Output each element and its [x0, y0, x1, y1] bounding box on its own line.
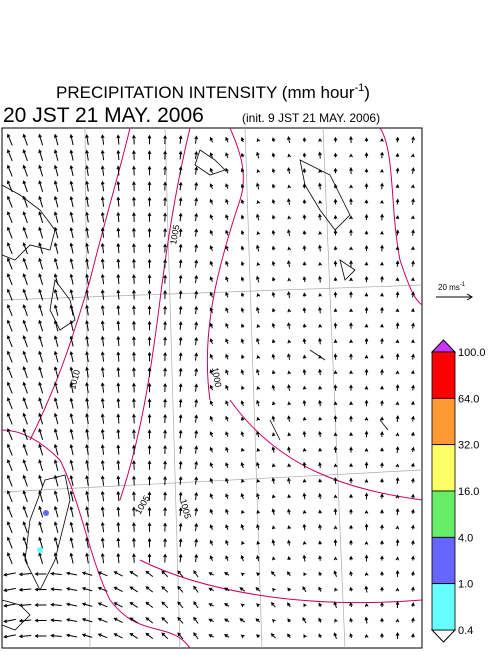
coast-islands [269, 349, 389, 441]
colorbar-label: 64.0 [458, 393, 479, 405]
wind-field [3, 133, 415, 640]
colorbar-label: 100.0 [458, 347, 486, 359]
colorbar-segment [431, 536, 456, 585]
wind-scale-label: 20 ms-1 [438, 282, 466, 292]
colorbar-segment [431, 490, 456, 538]
title-text: PRECIPITATION INTENSITY (mm hour [56, 83, 355, 102]
wind-scale-text: 20 ms [438, 283, 460, 292]
title: PRECIPITATION INTENSITY (mm hour-1) [56, 82, 370, 102]
wind-arrows [3, 133, 415, 640]
colorbar-label: 4.0 [458, 532, 473, 544]
precip-spot [43, 510, 49, 516]
colorbar-label: 1.0 [458, 579, 473, 591]
isobar [139, 559, 423, 604]
colorbar-over [430, 339, 457, 353]
map: 1005 1010 1000 1005 1005 [1, 127, 423, 649]
colorbar-segment [431, 444, 456, 492]
title-end: ) [364, 83, 370, 102]
wind-scale: 20 ms-1 [436, 282, 473, 301]
colorbar-segment [431, 583, 456, 631]
colorbar-label: 16.0 [458, 486, 479, 498]
precip-spot [37, 547, 43, 553]
init-time: (init. 9 JST 21 MAY. 2006) [242, 111, 380, 125]
isobar-label: 1000 [210, 367, 223, 388]
wind-scale-sup: -1 [460, 282, 466, 288]
wind-scale-arrow [436, 293, 473, 301]
colorbar: 100.0 64.0 32.0 16.0 4.0 1.0 0.4 [430, 339, 486, 643]
isobar [206, 127, 244, 401]
isobar [29, 127, 131, 441]
title-sup: -1 [355, 82, 365, 94]
coast-taiwan [1, 474, 71, 631]
colorbar-label: 32.0 [458, 440, 479, 452]
colorbar-under [430, 629, 457, 643]
valid-time: 20 JST 21 MAY. 2006 [3, 104, 204, 127]
isobar-label: 1005 [168, 224, 181, 245]
colorbar-segment [431, 351, 456, 399]
isobar [229, 399, 423, 501]
colorbar-label: 0.4 [458, 625, 473, 637]
colorbar-segment [431, 397, 456, 446]
isobar [1, 429, 191, 649]
